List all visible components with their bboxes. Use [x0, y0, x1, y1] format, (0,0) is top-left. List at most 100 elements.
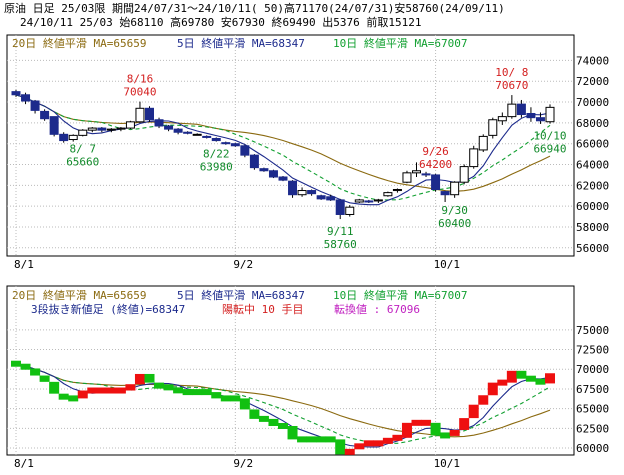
header-line-1: 原油 日足 25/03限 期間24/07/31～24/10/11( 50)高71…	[4, 1, 505, 15]
breakline-y-tick-label: 67500	[576, 383, 609, 396]
candle-body	[116, 127, 126, 130]
breakline-brick	[401, 422, 412, 438]
candle-body	[516, 103, 526, 116]
candle-body	[202, 135, 212, 138]
breakline-brick	[211, 392, 222, 399]
legend-ma10: 10日 終値平滑 MA=67007	[333, 36, 467, 50]
price-x-tick-label: 8/1	[14, 258, 34, 271]
price-panel-x-axis: 8/1 9/2 10/1	[14, 258, 460, 271]
breakline-brick	[192, 389, 203, 396]
breakline-brick	[468, 404, 479, 419]
breakline-y-tick-label: 60000	[576, 442, 609, 455]
annotation-price: 63980	[200, 161, 233, 174]
candle-body	[21, 94, 31, 102]
breakline-brick	[306, 436, 317, 443]
candle-body	[145, 107, 154, 121]
candle-body	[373, 199, 383, 202]
breakline-status: 陽転中 10 手目	[222, 302, 304, 316]
candle-body	[478, 135, 488, 151]
candle-body	[278, 176, 288, 181]
candle-body	[30, 100, 40, 111]
breakline-brick	[278, 422, 288, 429]
candle-body	[307, 190, 317, 195]
breakline-brick	[125, 384, 136, 391]
candle-body	[68, 134, 78, 141]
breakline-y-tick-label: 62500	[576, 422, 609, 435]
breakline-brick	[497, 379, 508, 386]
candle-body	[183, 131, 193, 134]
breakline-brick	[230, 395, 241, 402]
candle-body	[440, 191, 450, 196]
breakline-brick	[525, 375, 536, 382]
breakline-brick	[335, 439, 346, 455]
candle-body	[535, 117, 545, 122]
candle-body	[335, 199, 345, 215]
candle-body	[459, 166, 469, 183]
breakline-brick	[478, 395, 489, 405]
price-y-tick-label: 64000	[576, 159, 609, 172]
candle-body	[364, 200, 374, 203]
breakline-brick	[516, 370, 527, 379]
breakline-brick	[459, 418, 470, 430]
price-y-tick-label: 70000	[576, 96, 609, 109]
candle-body	[87, 127, 97, 131]
breakline-brick	[11, 360, 21, 367]
candle-body	[211, 137, 221, 142]
breakline-panel-grid	[7, 286, 574, 455]
candle-body	[164, 125, 174, 130]
price-y-tick-label: 68000	[576, 117, 609, 130]
breakline-y-tick-label: 72500	[576, 344, 609, 357]
breakline-brick	[115, 387, 126, 394]
breakline-y-tick-label: 65000	[576, 403, 609, 416]
breakline-brick	[68, 395, 79, 402]
breakline-ma10-line	[15, 363, 551, 445]
candle-body	[316, 195, 326, 200]
candle-body	[192, 133, 202, 136]
candle-body	[78, 129, 88, 136]
annotation-date: 8/22	[203, 148, 230, 161]
annotation-date: 10/10	[533, 130, 566, 143]
candle-body	[40, 110, 50, 120]
candle-body	[173, 128, 183, 133]
breakline-brick	[154, 382, 165, 389]
price-x-tick-label: 9/2	[233, 258, 253, 271]
breakline-brick	[182, 389, 193, 396]
breakline-brick	[316, 436, 327, 443]
annotation-date: 9/30	[441, 204, 468, 217]
breakline-brick	[297, 436, 308, 443]
candle-body	[421, 173, 431, 176]
candle-body	[59, 133, 69, 142]
candle-body	[297, 190, 307, 196]
price-y-tick-label: 62000	[576, 179, 609, 192]
candle-body	[49, 116, 59, 135]
legend2-ma10: 10日 終値平滑 MA=67007	[333, 288, 467, 302]
breakline-subtitle: 3段抜き新値足 (終値)=68347	[31, 302, 185, 316]
candle-body	[259, 168, 269, 172]
breakline-brick	[430, 422, 441, 436]
breakline-brick	[49, 381, 60, 394]
annotation-date: 8/ 7	[70, 142, 97, 155]
legend2-ma5: 5日 終値平滑 MA=68347	[177, 288, 305, 302]
breakline-brick	[87, 387, 98, 394]
breakline-x-tick-label: 10/1	[434, 457, 461, 470]
candle-body	[354, 199, 364, 203]
price-y-tick-label: 74000	[576, 54, 609, 67]
candle-body	[230, 143, 240, 147]
breakline-brick	[325, 436, 336, 443]
annotation-price: 65660	[66, 155, 99, 168]
breakline-x-tick-label: 9/2	[233, 457, 253, 470]
price-x-tick-label: 10/1	[434, 258, 461, 271]
candle-body	[221, 142, 231, 145]
price-y-tick-label: 66000	[576, 138, 609, 151]
ma10-line	[15, 94, 551, 201]
candle-body	[402, 172, 412, 183]
candle-body	[450, 181, 460, 196]
breakline-brick	[411, 419, 422, 426]
breakline-brick	[506, 370, 517, 383]
legend2-ma20: 20日 終値平滑 MA=65659	[12, 288, 146, 302]
breakline-x-tick-label: 8/1	[14, 457, 34, 470]
breakline-brick	[373, 440, 384, 447]
breakline-y-tick-label: 70000	[576, 363, 609, 376]
breakline-y-tick-label: 75000	[576, 324, 609, 337]
breakline-brick	[106, 387, 117, 394]
